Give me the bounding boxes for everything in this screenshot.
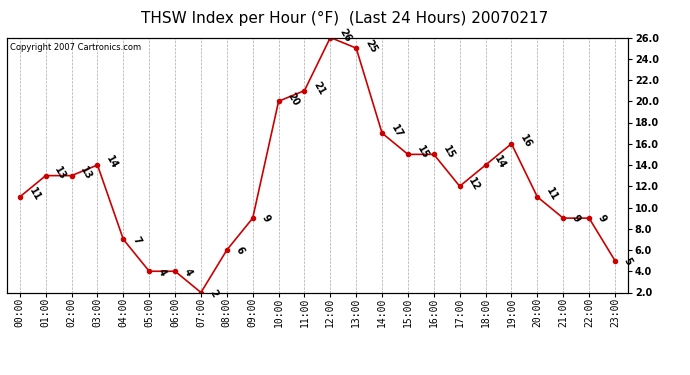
- Text: 20: 20: [286, 91, 301, 107]
- Text: 13: 13: [52, 165, 68, 182]
- Text: 16: 16: [518, 133, 534, 150]
- Text: 4: 4: [182, 267, 194, 278]
- Text: THSW Index per Hour (°F)  (Last 24 Hours) 20070217: THSW Index per Hour (°F) (Last 24 Hours)…: [141, 11, 549, 26]
- Text: 9: 9: [570, 213, 582, 224]
- Text: 21: 21: [311, 80, 327, 97]
- Text: 14: 14: [493, 154, 508, 171]
- Text: 11: 11: [27, 186, 42, 203]
- Text: 5: 5: [622, 256, 634, 267]
- Text: 26: 26: [337, 27, 353, 44]
- Text: 14: 14: [104, 154, 120, 171]
- Text: 12: 12: [466, 176, 482, 192]
- Text: 25: 25: [363, 38, 379, 54]
- Text: 15: 15: [441, 144, 456, 160]
- Text: 17: 17: [389, 123, 404, 139]
- Text: Copyright 2007 Cartronics.com: Copyright 2007 Cartronics.com: [10, 43, 141, 52]
- Text: 15: 15: [415, 144, 431, 160]
- Text: 11: 11: [544, 186, 560, 203]
- Text: 6: 6: [234, 245, 246, 256]
- Text: 2: 2: [208, 288, 220, 298]
- Text: 9: 9: [596, 213, 608, 224]
- Text: 4: 4: [156, 267, 168, 278]
- Text: 7: 7: [130, 235, 142, 246]
- Text: 13: 13: [79, 165, 94, 182]
- Text: 9: 9: [259, 213, 272, 224]
